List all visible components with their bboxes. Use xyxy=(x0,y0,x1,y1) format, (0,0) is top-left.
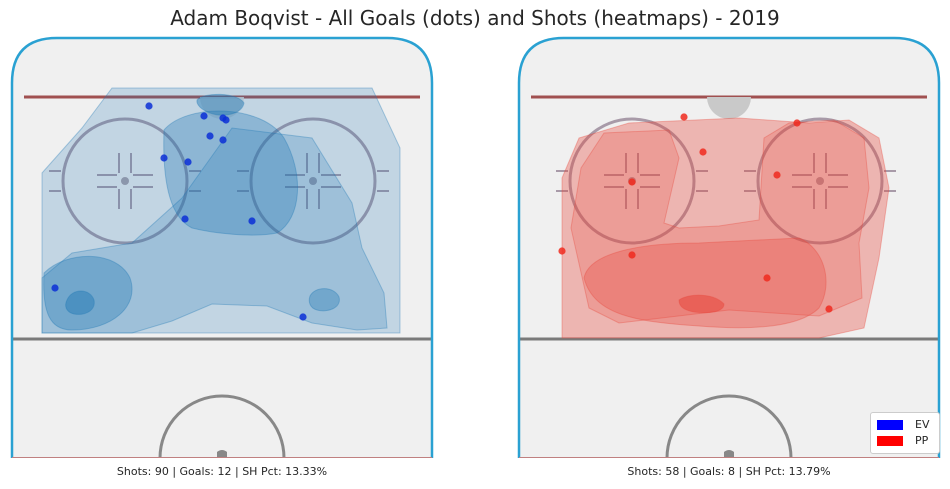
pp-rink-surface xyxy=(519,38,939,458)
pp-center-circle xyxy=(665,394,793,459)
ev-goal-dot xyxy=(219,136,227,144)
pp-shot-density-contour xyxy=(561,117,890,339)
pp-goal-dot xyxy=(793,119,801,127)
ev-shot-density-contour xyxy=(65,290,95,315)
pp-shot-density-contour xyxy=(583,237,827,329)
legend-swatch-ev xyxy=(877,420,903,430)
ev-goal-dot xyxy=(248,217,256,225)
ev-faceoff-circle xyxy=(61,117,189,245)
legend-label-ev: EV xyxy=(915,418,930,431)
ev-goal-crease xyxy=(200,97,244,119)
pp-faceoff-dot xyxy=(816,177,824,185)
ev-goal-dot xyxy=(181,215,189,223)
pp-faceoff-circle xyxy=(568,117,696,245)
ev-goal-dot xyxy=(51,284,59,292)
pp-caption: Shots: 58 | Goals: 8 | SH Pct: 13.79% xyxy=(627,465,831,478)
ev-rink-surface xyxy=(12,38,432,458)
pp-goal-dot xyxy=(628,251,636,259)
ev-shot-density-contour xyxy=(41,127,388,334)
ev-goal-dot xyxy=(299,313,307,321)
pp-shot-density-contour xyxy=(570,119,870,324)
ev-shot-density-contour xyxy=(163,110,299,236)
pp-goal-dot xyxy=(699,148,707,156)
ev-goal-dot xyxy=(160,154,168,162)
ev-goal-dot xyxy=(184,158,192,166)
ev-center-circle xyxy=(158,394,286,459)
pp-shot-density-contour xyxy=(678,294,725,314)
ev-caption: Shots: 90 | Goals: 12 | SH Pct: 13.33% xyxy=(116,465,328,478)
ev-goal-dot xyxy=(200,112,208,120)
pp-goal-crease xyxy=(707,97,751,119)
pp-center-dot xyxy=(724,450,734,458)
ev-rink-boards xyxy=(10,36,434,458)
legend: EV PP xyxy=(870,412,940,454)
ev-shot-density-contour xyxy=(41,87,401,334)
pp-faceoff-circle xyxy=(756,117,884,245)
pp-goal-dot xyxy=(558,247,566,255)
pp-goal-dot xyxy=(825,305,833,313)
ev-faceoff-circle xyxy=(249,117,377,245)
pp-rink-boards xyxy=(517,36,941,458)
pp-goal-dot xyxy=(773,171,781,179)
pp-goal-dot xyxy=(763,274,771,282)
pp-goal-dot xyxy=(680,113,688,121)
ev-faceoff-dot xyxy=(121,177,129,185)
ev-shot-density-contour xyxy=(43,255,133,331)
pp-goal-dot xyxy=(628,178,636,186)
pp-rink-panel xyxy=(517,36,941,459)
ev-goal-dot xyxy=(206,132,214,140)
chart-title: Adam Boqvist - All Goals (dots) and Shot… xyxy=(170,6,780,30)
ev-faceoff-dot xyxy=(309,177,317,185)
ev-center-dot xyxy=(217,450,227,458)
ev-shot-density-contour xyxy=(308,288,340,312)
ev-goal-dot xyxy=(222,116,230,124)
ev-shot-density-contour xyxy=(196,93,245,116)
legend-swatch-pp xyxy=(877,436,903,446)
ev-rink-panel xyxy=(10,36,434,459)
legend-label-pp: PP xyxy=(915,434,929,447)
ev-goal-dot xyxy=(145,102,153,110)
